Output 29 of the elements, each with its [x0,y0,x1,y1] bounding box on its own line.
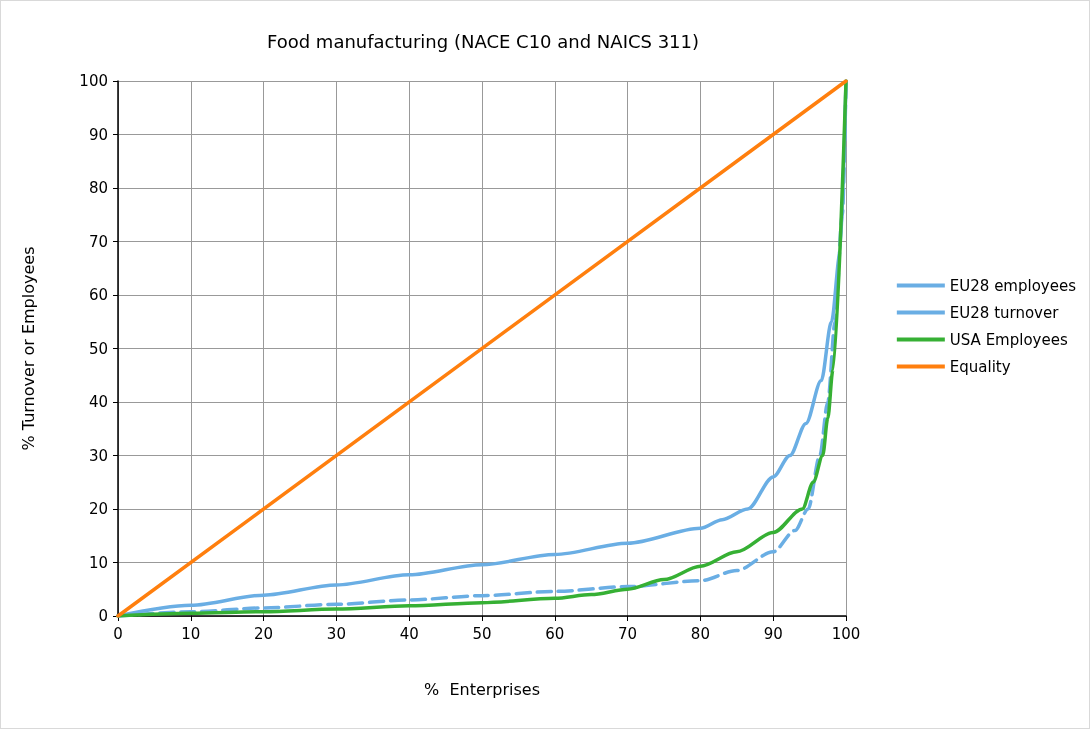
x-tick-label: 50 [472,624,492,643]
y-tick-label: 20 [88,500,108,518]
y-tick-label: 50 [88,339,108,358]
x-tick-label: 90 [763,624,783,643]
y-axis-title: % Turnover or Employees [18,246,38,451]
legend-label: USA Employees [949,330,1068,349]
x-tick-label: 10 [181,624,201,643]
y-tick-label: 0 [98,607,108,625]
x-tick-label: 0 [113,624,123,643]
y-tick-label: 40 [88,393,108,411]
legend-label: EU28 turnover [949,303,1060,322]
x-tick-label: 20 [254,624,274,643]
x-tick-label: 40 [399,624,419,643]
x-axis-title: % Enterprises [423,679,541,699]
legend-label: EU28 employees [949,276,1077,295]
y-tick-label: 30 [88,446,108,465]
legend-label: Equality [949,357,1011,376]
y-tick-label: 90 [88,125,108,144]
x-tick-label: 100 [831,624,861,643]
chart-title: Food manufacturing (NACE C10 and NAICS 311) [266,30,700,52]
x-tick-label: 30 [326,624,346,643]
y-tick-label: 60 [88,286,108,304]
x-tick-label: 70 [618,624,638,643]
y-tick-label: 100 [79,72,108,90]
y-tick-label: 10 [88,553,108,572]
x-tick-label: 80 [690,624,710,643]
x-tick-label: 60 [545,624,565,643]
y-tick-label: 80 [88,179,108,197]
y-tick-label: 70 [88,232,108,251]
